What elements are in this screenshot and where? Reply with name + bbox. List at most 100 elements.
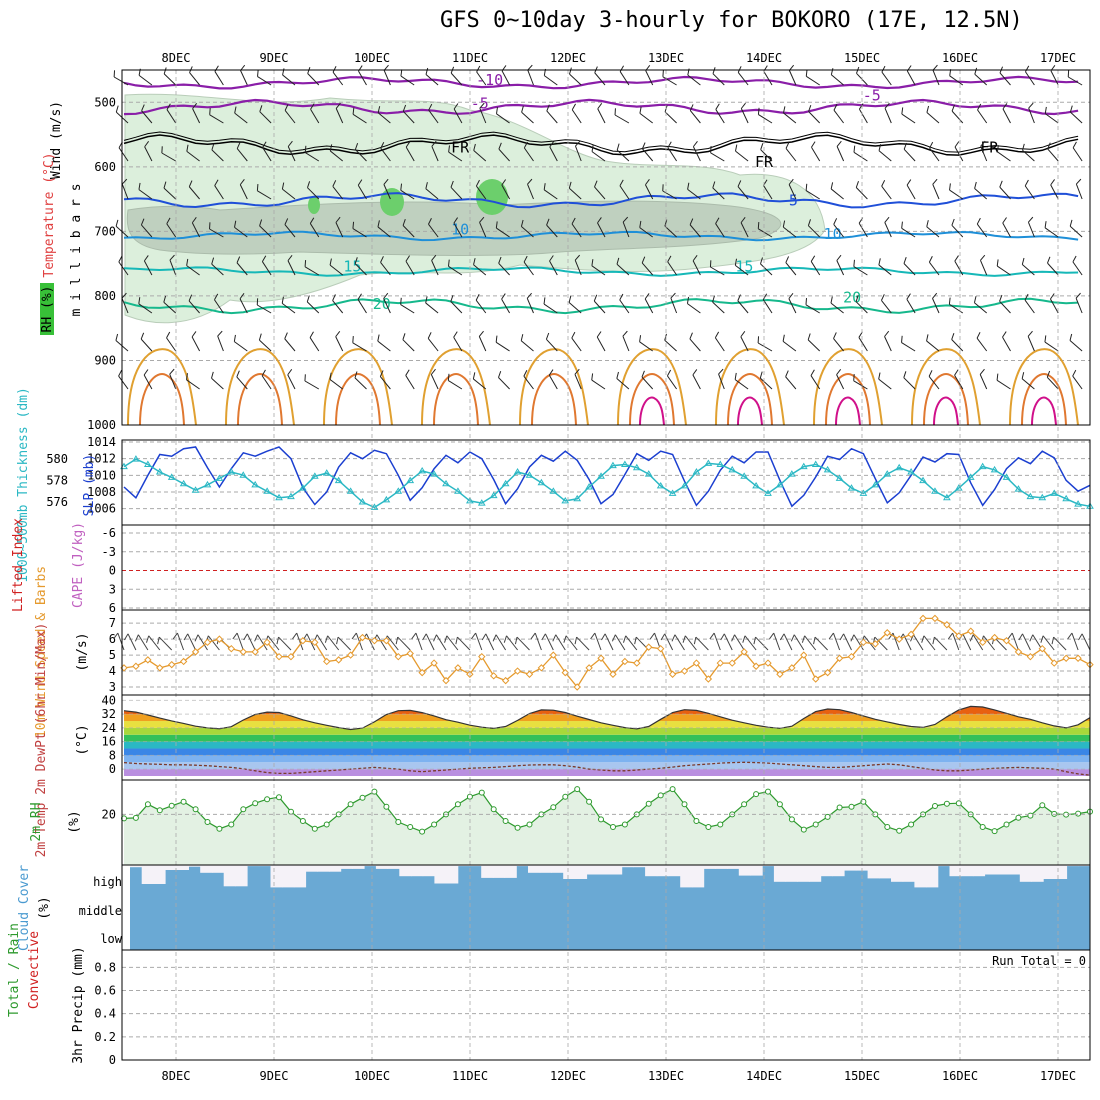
y-tick-label-rh2m: 20 bbox=[102, 807, 116, 821]
wind-barb-flag bbox=[1072, 255, 1077, 263]
rh-legend-swatch bbox=[40, 283, 54, 335]
wind-barb-staff bbox=[543, 189, 558, 200]
wind-barb-flag bbox=[734, 372, 737, 380]
rh2m-point bbox=[502, 818, 509, 824]
wind-barb-flag bbox=[520, 219, 524, 227]
wind-barb-flag bbox=[619, 65, 625, 72]
wind-barb-staff bbox=[619, 299, 630, 314]
wind-barb bbox=[287, 140, 296, 162]
wind-barb-flag bbox=[475, 179, 480, 187]
wind-barb bbox=[447, 259, 463, 276]
wind-barb bbox=[526, 292, 534, 314]
wind-barb-staff bbox=[1021, 378, 1035, 390]
cloud-high-gap bbox=[551, 865, 564, 873]
wind-barb-flag bbox=[498, 142, 502, 150]
wind-barb-staff bbox=[951, 339, 964, 352]
wind-barb-flag bbox=[169, 368, 175, 375]
wind-barb-flag bbox=[714, 331, 720, 338]
surface-wind-barb-flag bbox=[324, 635, 329, 643]
wind-barb bbox=[520, 334, 534, 352]
wind-barb-staff bbox=[878, 150, 892, 162]
surface-wind-barb bbox=[563, 635, 578, 651]
ylabel-lifted-index: Lifted Index bbox=[11, 518, 26, 612]
thickness-point bbox=[740, 472, 749, 479]
wind-barb-staff bbox=[335, 108, 344, 124]
cloud-high-gap bbox=[820, 865, 833, 877]
rh2m-point bbox=[1039, 802, 1046, 809]
wind-barb-staff bbox=[928, 376, 940, 390]
wind-barb bbox=[980, 140, 988, 162]
thickness-point bbox=[215, 474, 224, 481]
wind-barb-flag bbox=[495, 335, 498, 343]
wind-barb-flag bbox=[383, 292, 389, 299]
wind-barb bbox=[1050, 179, 1059, 200]
wind-barb-staff bbox=[833, 338, 844, 352]
wind-speed-point bbox=[203, 638, 212, 647]
rh2m-point bbox=[848, 803, 855, 810]
wind-barb-flag bbox=[377, 106, 381, 113]
cloud-high-gap bbox=[949, 865, 962, 877]
thickness-point bbox=[764, 489, 772, 496]
rh2m-point bbox=[347, 801, 354, 808]
wind-speed-point bbox=[358, 633, 367, 642]
wind-barb-flag bbox=[976, 217, 981, 225]
wind-barb bbox=[400, 297, 415, 314]
x-tick-label-bottom: 13DEC bbox=[648, 1069, 684, 1083]
wind-barb bbox=[906, 179, 916, 200]
rh2m-point bbox=[1015, 814, 1022, 821]
cloud-high-gap bbox=[446, 865, 459, 884]
surface-wind-barb-staff bbox=[874, 636, 888, 651]
wind-barb bbox=[692, 369, 701, 390]
surface-wind-barb-staff bbox=[415, 632, 423, 651]
wind-barb-staff bbox=[527, 183, 534, 200]
wind-barb-staff bbox=[734, 379, 749, 390]
wind-barb-flag bbox=[932, 292, 938, 299]
wind-barb-staff bbox=[282, 188, 296, 200]
wind-barb-flag bbox=[427, 332, 432, 339]
wind-barb bbox=[689, 332, 701, 352]
wind-barb-flag bbox=[256, 298, 259, 306]
wind-barb-flag bbox=[1044, 106, 1047, 114]
wind-barb bbox=[335, 216, 344, 238]
wind-barb bbox=[233, 334, 248, 352]
wind-barb bbox=[1069, 333, 1083, 352]
wind-barb-flag bbox=[143, 369, 149, 376]
wind-barb-flag bbox=[332, 180, 337, 187]
wind-barb-staff bbox=[735, 264, 749, 276]
surface-wind-barb bbox=[384, 635, 399, 651]
wind-barb-flag bbox=[239, 293, 245, 300]
temp-band bbox=[124, 769, 1090, 776]
wind-barb bbox=[667, 141, 678, 162]
surface-wind-barb bbox=[514, 636, 530, 651]
ylabel-temp-unit: (°C) bbox=[75, 724, 90, 755]
wind-barb bbox=[884, 330, 892, 352]
boundary-contour-outer bbox=[813, 348, 883, 426]
wind-barb-staff bbox=[591, 151, 606, 162]
wind-barb bbox=[186, 144, 200, 162]
wind-speed-point bbox=[811, 675, 820, 683]
thickness-point bbox=[978, 462, 987, 470]
wind-barb-flag bbox=[830, 68, 834, 75]
wind-barb bbox=[521, 105, 534, 124]
wind-barb-staff bbox=[523, 147, 534, 162]
wind-barb-staff bbox=[574, 259, 582, 276]
wind-barb-flag bbox=[209, 222, 211, 230]
wind-barb bbox=[929, 141, 940, 162]
wind-barb-staff bbox=[234, 112, 248, 124]
cloud-high-gap bbox=[235, 865, 248, 887]
boundary-contour-inner bbox=[933, 396, 959, 426]
wind-barb bbox=[141, 104, 153, 124]
wind-barb bbox=[977, 103, 988, 124]
wind-barb-staff bbox=[548, 374, 558, 390]
wind-barb bbox=[782, 334, 797, 352]
wind-barb-staff bbox=[549, 260, 558, 276]
cloud-high-gap bbox=[633, 865, 646, 868]
wind-barb-flag bbox=[644, 293, 650, 300]
wind-barb-flag bbox=[400, 69, 403, 77]
wind-barb-staff bbox=[926, 226, 940, 238]
wind-barb-staff bbox=[209, 114, 224, 124]
wind-barb bbox=[788, 64, 797, 86]
isotherm-label: 20 bbox=[373, 295, 391, 313]
isotherm-label: 5 bbox=[789, 192, 798, 210]
wind-barb-flag bbox=[430, 368, 436, 375]
